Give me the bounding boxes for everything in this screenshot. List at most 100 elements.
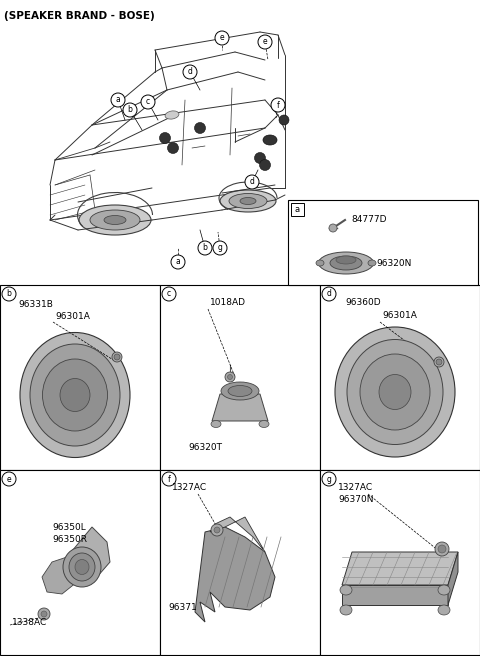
Circle shape [38,608,50,620]
Text: e: e [220,33,224,43]
Text: 1338AC: 1338AC [12,618,47,627]
Circle shape [159,133,170,144]
Circle shape [260,159,271,171]
Text: g: g [217,243,222,253]
Ellipse shape [90,210,140,230]
Text: f: f [168,474,170,483]
Polygon shape [195,527,275,622]
Ellipse shape [368,260,376,266]
Circle shape [213,241,227,255]
Ellipse shape [240,197,256,205]
Ellipse shape [43,359,108,431]
Ellipse shape [20,333,130,457]
Ellipse shape [220,190,276,212]
Polygon shape [342,585,448,605]
Ellipse shape [347,340,443,445]
Bar [0,470,160,655]
Text: 96360D: 96360D [345,298,381,307]
Text: a: a [116,96,120,104]
Circle shape [225,372,235,382]
Text: a: a [176,258,180,266]
Bar [320,285,480,470]
Ellipse shape [330,256,362,270]
Bar [160,285,320,470]
Circle shape [322,472,336,486]
Text: d: d [188,68,192,77]
Text: 96320N: 96320N [376,258,411,268]
Circle shape [228,375,232,380]
Polygon shape [210,517,265,552]
Ellipse shape [335,327,455,457]
Polygon shape [42,557,77,594]
Ellipse shape [75,560,89,575]
Ellipse shape [211,420,221,428]
Ellipse shape [165,111,179,119]
Ellipse shape [319,252,373,274]
Text: 96350R: 96350R [52,535,87,544]
Text: 96320T: 96320T [188,443,222,452]
Text: e: e [7,474,12,483]
Circle shape [111,93,125,107]
Ellipse shape [30,344,120,446]
Ellipse shape [229,194,267,209]
Ellipse shape [259,420,269,428]
Circle shape [141,95,155,109]
Text: 1327AC: 1327AC [338,483,373,492]
Text: b: b [203,243,207,253]
Ellipse shape [79,205,151,235]
Text: b: b [7,289,12,298]
Ellipse shape [340,605,352,615]
Circle shape [435,542,449,556]
Ellipse shape [60,379,90,411]
Text: 96331B: 96331B [18,300,53,309]
Bar [160,470,320,655]
Bar [288,200,478,285]
Text: a: a [294,205,300,213]
Circle shape [194,123,205,134]
Text: 96350L: 96350L [52,523,86,532]
Ellipse shape [69,553,95,581]
Text: 96371: 96371 [168,603,197,612]
Ellipse shape [340,585,352,595]
Circle shape [436,359,442,365]
Ellipse shape [316,260,324,266]
Circle shape [258,35,272,49]
Text: 84777D: 84777D [351,216,386,224]
Circle shape [438,545,446,553]
Circle shape [123,103,137,117]
Text: 1327AC: 1327AC [172,483,207,492]
Circle shape [183,65,197,79]
Text: d: d [250,178,254,186]
Bar [290,203,303,216]
Circle shape [2,287,16,301]
Circle shape [271,98,285,112]
Ellipse shape [379,375,411,409]
Polygon shape [67,527,110,577]
Circle shape [41,611,47,617]
Circle shape [112,352,122,362]
Bar [0,285,160,470]
Text: g: g [326,474,331,483]
Text: f: f [276,100,279,110]
Ellipse shape [438,585,450,595]
Ellipse shape [228,386,252,396]
Text: c: c [146,98,150,106]
Text: c: c [167,289,171,298]
Ellipse shape [360,354,430,430]
Text: (SPEAKER BRAND - BOSE): (SPEAKER BRAND - BOSE) [4,11,155,21]
Circle shape [211,524,223,536]
Text: 96301A: 96301A [382,311,417,320]
Text: e: e [263,37,267,47]
Text: 96301A: 96301A [55,312,90,321]
Ellipse shape [336,256,356,264]
Text: 1018AD: 1018AD [210,298,246,307]
Text: 96370N: 96370N [338,495,373,504]
Text: b: b [128,106,132,115]
Polygon shape [342,552,458,585]
Circle shape [114,354,120,360]
Circle shape [162,472,176,486]
Ellipse shape [438,605,450,615]
Circle shape [171,255,185,269]
Bar [320,470,480,655]
Circle shape [279,115,289,125]
